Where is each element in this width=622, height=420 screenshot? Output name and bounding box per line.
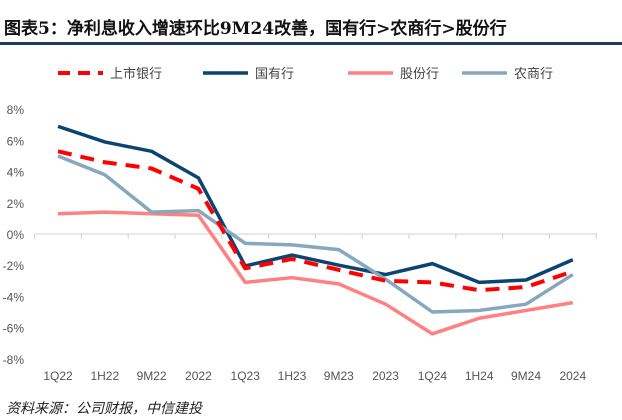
y-tick-label: 0%: [7, 228, 25, 242]
x-tick-label: 1H23: [278, 369, 307, 383]
legend-label: 上市银行: [110, 66, 162, 82]
title-divider: [0, 42, 622, 45]
x-tick-label: 2022: [185, 369, 212, 383]
x-tick-label: 2023: [372, 369, 399, 383]
y-tick-label: 6%: [7, 134, 25, 148]
line-chart: -8% -6% -4% -2% 0% 2% 4% 6% 8% 1Q22 1H22 9M22 2022 1Q…: [3, 66, 597, 383]
x-tick-label: 1Q24: [418, 369, 448, 383]
figure-title: 图表5：净利息收入增速环比9M24改善，国有行>农商行>股份行: [4, 19, 507, 39]
x-tick-label: 1Q22: [43, 369, 73, 383]
legend-label: 国有行: [255, 67, 294, 82]
y-tick-label: -6%: [3, 322, 25, 336]
series-line-农商行: [57, 154, 574, 314]
series-line-上市银行: [57, 149, 574, 293]
source-note: 资料来源：公司财报，中信建投: [6, 401, 202, 417]
x-tick-label: 9M23: [324, 369, 354, 383]
y-tick-label: 2%: [7, 197, 25, 211]
y-tick-label: -2%: [3, 259, 25, 273]
y-tick-label: 8%: [7, 103, 25, 117]
legend-label: 股份行: [400, 67, 439, 82]
y-tick-label: -8%: [3, 353, 25, 367]
x-tick-label: 1H22: [90, 369, 119, 383]
legend-label: 农商行: [514, 67, 553, 82]
y-tick-label: -4%: [3, 290, 25, 304]
series-line-股份行: [57, 210, 574, 336]
x-tick-label: 2024: [559, 369, 586, 383]
x-tick-label: 9M24: [511, 369, 541, 383]
series-line-国有行: [57, 124, 574, 285]
x-tick-label: 9M22: [137, 369, 167, 383]
x-tick-label: 1H24: [465, 369, 494, 383]
x-tick-label: 1Q23: [231, 369, 261, 383]
y-tick-label: 4%: [7, 166, 25, 180]
